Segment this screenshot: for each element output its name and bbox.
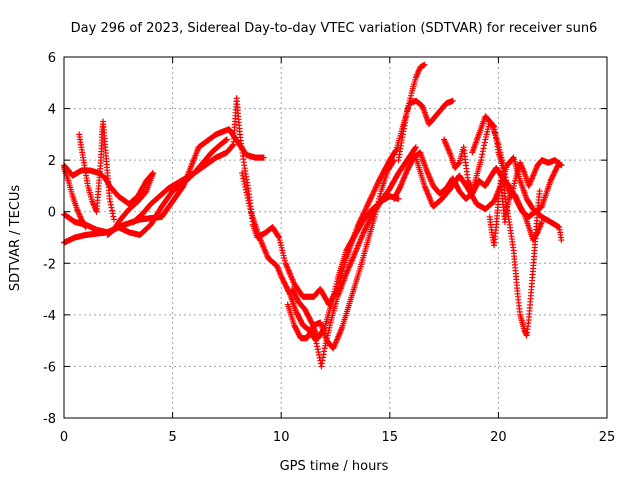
data-point <box>82 223 89 230</box>
data-point <box>239 172 246 179</box>
data-point <box>109 207 116 214</box>
x-tick-label: 5 <box>168 430 176 445</box>
data-point <box>365 199 372 206</box>
data-point <box>241 181 248 188</box>
data-point <box>106 195 113 202</box>
data-point <box>412 145 419 152</box>
data-point <box>369 191 376 198</box>
data-point <box>244 192 251 199</box>
data-point <box>361 207 368 214</box>
data-point <box>370 190 377 197</box>
y-tick-label: -6 <box>43 360 56 375</box>
data-point <box>109 210 116 217</box>
x-axis-label: GPS time / hours <box>280 459 389 474</box>
data-point <box>368 192 375 199</box>
data-point <box>240 175 247 182</box>
data-point <box>107 198 114 205</box>
data-point <box>260 154 267 161</box>
data-point <box>110 216 117 223</box>
data-point <box>314 343 321 350</box>
data-point <box>370 188 377 195</box>
data-point <box>110 213 117 220</box>
data-point <box>368 194 375 201</box>
x-tick-label: 20 <box>490 430 507 445</box>
data-point <box>366 198 373 205</box>
data-point <box>366 196 373 203</box>
y-tick-label: 6 <box>48 51 56 66</box>
data-point <box>374 181 381 188</box>
y-tick-label: 0 <box>48 206 56 221</box>
data-series-track-4 <box>76 118 117 223</box>
data-point <box>240 178 247 185</box>
data-point <box>245 197 252 204</box>
data-series-track-8 <box>284 157 398 352</box>
data-point <box>108 204 115 211</box>
data-series-track-7 <box>239 144 419 370</box>
data-point <box>364 202 371 209</box>
data-point <box>365 200 372 207</box>
data-point <box>412 144 419 151</box>
data-point <box>313 340 320 347</box>
chart-title: Day 296 of 2023, Sidereal Day-to-day VTE… <box>71 21 598 36</box>
data-point <box>243 189 250 196</box>
y-tick-label: -8 <box>43 412 56 427</box>
data-point <box>82 224 89 231</box>
x-tick-label: 25 <box>599 430 616 445</box>
data-point <box>245 200 252 207</box>
data-point <box>362 206 369 213</box>
data-point <box>314 346 321 353</box>
data-point <box>107 201 114 208</box>
data-point <box>223 136 230 143</box>
data-point <box>372 185 379 192</box>
data-point <box>242 183 249 190</box>
data-point <box>229 142 236 149</box>
data-point <box>374 180 381 187</box>
data-point <box>360 210 367 217</box>
data-series-track-6 <box>130 136 230 226</box>
data-point <box>367 195 374 202</box>
data-point <box>372 184 379 191</box>
grid <box>64 57 607 418</box>
data-series-track-9 <box>289 193 402 342</box>
data-point <box>373 183 380 190</box>
x-tick-label: 10 <box>273 430 290 445</box>
data-point <box>363 205 370 212</box>
data-point <box>242 186 249 193</box>
data-point <box>361 209 368 216</box>
y-tick-label: 2 <box>48 154 56 169</box>
y-axis-label: SDTVAR / TECUs <box>8 185 23 292</box>
y-tick-label: -4 <box>43 309 56 324</box>
data-point <box>371 187 378 194</box>
data-point <box>247 205 254 212</box>
plot-area <box>61 61 565 370</box>
data-point <box>246 203 253 210</box>
data-point <box>104 231 111 238</box>
data-point <box>449 97 456 104</box>
data-point <box>390 158 397 165</box>
data-point <box>315 349 322 356</box>
y-tick-label: 4 <box>48 103 56 118</box>
y-tick-label: -2 <box>43 257 56 272</box>
data-point <box>363 203 370 210</box>
x-tick-label: 15 <box>382 430 399 445</box>
data-series-track-5 <box>61 164 89 231</box>
data-point <box>239 170 246 177</box>
data-point <box>244 194 251 201</box>
x-tick-label: 0 <box>60 430 68 445</box>
